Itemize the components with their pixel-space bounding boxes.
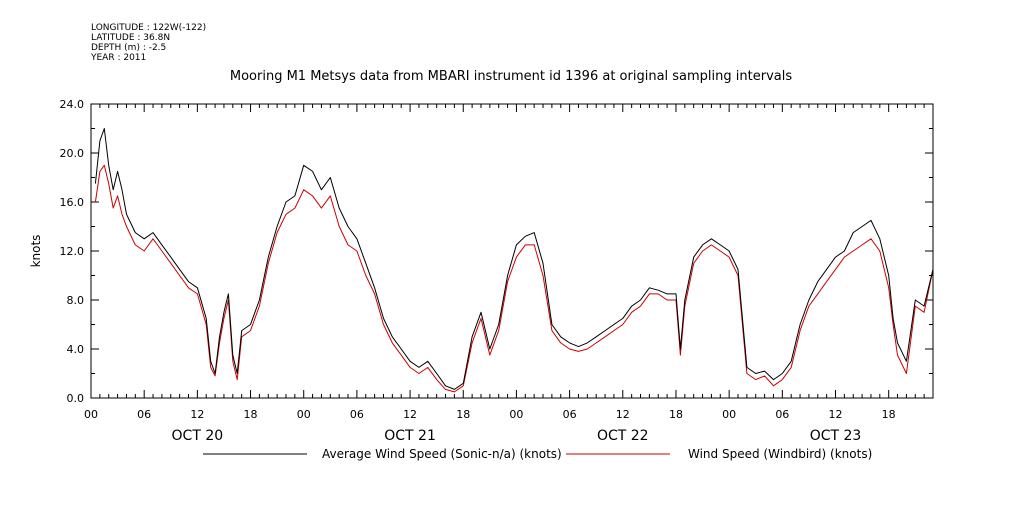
x-tick-label: 00	[84, 408, 98, 421]
x-axis: 00 06 12 18 00 06 12 18 00 06 12 18 00 06 12 18 OCT 20 OC…	[84, 104, 934, 444]
y-tick-label: 24.0	[60, 98, 85, 111]
x-tick-label: 12	[616, 408, 630, 421]
x-tick-label: 12	[829, 408, 843, 421]
y-tick-label: 4.0	[67, 343, 85, 356]
metadata-block: LONGITUDE : 122W(-122) LATITUDE : 36.8N …	[90, 23, 206, 63]
x-tick-label: 18	[244, 408, 258, 421]
x-tick-label: 18	[882, 408, 896, 421]
x-tick-label: 06	[137, 408, 151, 421]
legend-label-average-wind: Average Wind Speed (Sonic-n/a) (knots)	[322, 447, 562, 461]
x-tick-label: 06	[563, 408, 577, 421]
x-tick-label: 12	[403, 408, 417, 421]
y-axis-label: knots	[29, 235, 43, 268]
chart-title: Mooring M1 Metsys data from MBARI instru…	[230, 69, 792, 84]
x-tick-label: 00	[297, 408, 311, 421]
metadata-depth: DEPTH (m) : -2.5	[91, 43, 166, 53]
x-tick-label: 18	[669, 408, 683, 421]
x-tick-label: 00	[722, 408, 736, 421]
y-axis: 0.0 4.0 8.0 12.0 16.0 20.0 24.0	[60, 98, 933, 405]
y-tick-label: 16.0	[60, 196, 85, 209]
y-tick-label: 8.0	[67, 294, 85, 307]
legend: Average Wind Speed (Sonic-n/a) (knots) W…	[203, 447, 872, 461]
x-tick-label: 00	[509, 408, 523, 421]
metadata-year: YEAR : 2011	[90, 53, 146, 63]
x-date-label: OCT 21	[384, 428, 436, 444]
series-line-average-wind	[94, 128, 934, 390]
x-tick-label: 18	[456, 408, 470, 421]
x-date-label: OCT 22	[597, 428, 649, 444]
y-tick-label: 0.0	[67, 392, 85, 405]
y-tick-label: 12.0	[60, 245, 85, 258]
x-tick-label: 12	[190, 408, 204, 421]
x-date-label: OCT 20	[172, 428, 224, 444]
x-tick-label: 06	[775, 408, 789, 421]
y-tick-label: 20.0	[60, 147, 85, 160]
series-lines	[94, 128, 934, 393]
x-date-label: OCT 23	[810, 428, 862, 444]
x-tick-label: 06	[350, 408, 364, 421]
metadata-latitude: LATITUDE : 36.8N	[91, 33, 170, 43]
metadata-longitude: LONGITUDE : 122W(-122)	[91, 23, 206, 33]
legend-label-windbird: Wind Speed (Windbird) (knots)	[688, 447, 872, 461]
series-line-windbird	[94, 164, 934, 393]
